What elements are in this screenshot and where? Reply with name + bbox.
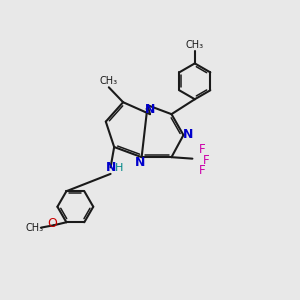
Text: H: H [116, 163, 124, 173]
Text: F: F [199, 142, 205, 156]
Text: N: N [135, 156, 145, 169]
Text: N: N [106, 161, 116, 174]
Text: N: N [183, 128, 194, 141]
Text: N: N [145, 103, 155, 116]
Text: O: O [47, 217, 57, 230]
Text: CH₃: CH₃ [99, 76, 117, 86]
Text: F: F [199, 164, 205, 177]
Text: F: F [203, 154, 209, 167]
Text: CH₃: CH₃ [26, 223, 44, 233]
Text: CH₃: CH₃ [186, 40, 204, 50]
